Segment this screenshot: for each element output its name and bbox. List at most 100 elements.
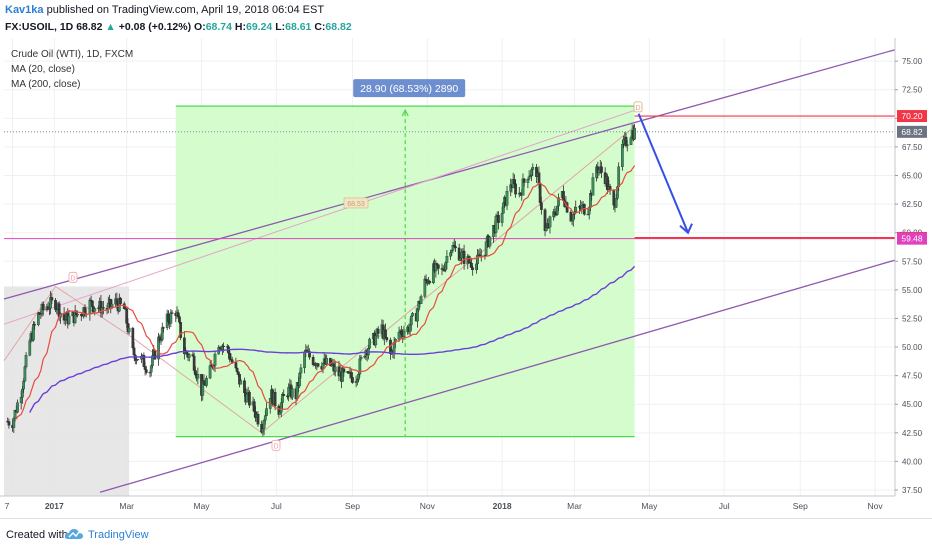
measure-label-bg — [353, 79, 466, 98]
candle-body — [325, 358, 329, 365]
time-tick-label: May — [641, 501, 658, 511]
candle-body — [460, 251, 463, 259]
chart-area[interactable]: 28.90 (68.53%) 2890 68.53 D D D 75.00 72.50 70.… — [0, 38, 932, 518]
candle — [308, 348, 311, 360]
candle-body — [299, 367, 303, 374]
price-chart[interactable]: 28.90 (68.53%) 2890 68.53 D D D 75.00 72.50 70.… — [0, 38, 932, 518]
candle-body — [16, 402, 19, 413]
author-link[interactable]: Kav1ka — [5, 4, 44, 16]
tradingview-brand-link[interactable]: TradingView — [88, 529, 149, 541]
candle-body — [23, 366, 27, 382]
time-axis: 7 2017 Mar May Jul Sep Nov 2018 Mar May Jul Sep Nov — [0, 495, 932, 518]
candle — [162, 326, 165, 333]
candle — [205, 375, 208, 388]
candle — [24, 352, 28, 369]
candle — [436, 264, 440, 275]
price-axis-bg — [895, 38, 932, 518]
candle — [548, 215, 552, 234]
candle — [170, 310, 174, 314]
candle-body — [374, 335, 378, 346]
candle-body — [368, 338, 371, 349]
candle — [445, 250, 449, 270]
candle-body — [169, 312, 173, 324]
candle — [540, 196, 543, 215]
candle — [471, 265, 475, 276]
candle — [196, 367, 200, 385]
candle-body — [500, 213, 504, 223]
candle-body — [76, 314, 79, 316]
symbol-name: FX:USOIL, 1D — [5, 21, 74, 33]
candle-body — [136, 359, 140, 361]
candle-body — [402, 331, 406, 337]
legend-ma200[interactable]: MA (200, close) — [11, 79, 81, 90]
price-flag-bg — [897, 125, 927, 138]
candle — [574, 200, 578, 214]
candle-body — [540, 202, 543, 210]
d-marker-box — [633, 101, 643, 113]
candle-body — [205, 377, 208, 386]
candle-body — [376, 328, 380, 334]
time-tick-label: Mar — [119, 501, 134, 511]
price-flag: 59.48 — [897, 232, 927, 245]
chart-legend: Crude Oil (WTI), 1D, FXCM MA (20, close)… — [11, 47, 133, 92]
legend-ma20[interactable]: MA (20, close) — [11, 64, 75, 75]
candle — [248, 390, 251, 408]
price-change: +0.08 (+0.12%) — [118, 21, 192, 33]
low-label: L: — [275, 21, 286, 33]
candle-body — [196, 374, 200, 379]
candle — [16, 399, 19, 414]
percent-tag-bg — [343, 197, 369, 209]
candle-body — [384, 329, 387, 338]
close-value: 68.82 — [325, 21, 352, 33]
low-value: 68.61 — [285, 21, 312, 33]
candle-body — [256, 414, 260, 425]
candle-body — [600, 166, 603, 173]
candle — [514, 179, 517, 198]
channel-upper-inner-line — [3, 109, 635, 325]
candle — [144, 365, 148, 375]
time-tick-label: Jul — [719, 501, 730, 511]
measure-label-text: 28.90 (68.53%) 2890 — [360, 83, 458, 95]
time-tick-label: 2017 — [45, 501, 64, 511]
price-tick-label: 52.50 — [902, 314, 923, 323]
price-tick-label: 57.50 — [902, 257, 923, 266]
time-tick-label: Sep — [793, 501, 808, 511]
candle-body — [625, 144, 629, 146]
candle-body — [591, 177, 595, 196]
time-tick-label: Mar — [567, 501, 582, 511]
time-tick-label: 2018 — [493, 501, 512, 511]
candle — [41, 301, 45, 316]
candle-body — [488, 236, 492, 247]
candle-body — [548, 216, 552, 228]
candle-body — [557, 197, 560, 207]
candle-body — [454, 246, 457, 249]
change-up-icon: ▲ — [105, 21, 116, 33]
candle-body — [208, 365, 212, 379]
channel-lower-line — [99, 259, 896, 493]
candle-body — [290, 388, 294, 398]
candle — [385, 337, 389, 343]
candle-body — [574, 207, 578, 213]
created-with-text: Created with — [6, 529, 68, 541]
candle-body — [419, 296, 423, 304]
candle — [33, 321, 37, 330]
time-tick-label: May — [193, 501, 210, 511]
d-marker-box — [271, 439, 281, 451]
projection-arrow-head — [679, 223, 693, 235]
candle — [359, 354, 363, 361]
price-tick-label: 45.00 — [902, 400, 923, 409]
price-tick-label: 50.00 — [902, 343, 923, 352]
candle-body — [24, 355, 28, 368]
high-label: H: — [234, 21, 246, 33]
candle — [136, 359, 140, 361]
candle — [256, 411, 260, 427]
d-marker-box — [68, 271, 78, 283]
candle-body — [178, 316, 181, 323]
candle — [299, 364, 303, 379]
price-flag-text: 70.20 — [901, 111, 923, 121]
candle-body — [409, 315, 413, 326]
percent-tag-text: 68.53 — [347, 201, 365, 208]
candle — [462, 244, 466, 270]
candle-body — [234, 362, 238, 369]
candle-body — [7, 421, 11, 426]
